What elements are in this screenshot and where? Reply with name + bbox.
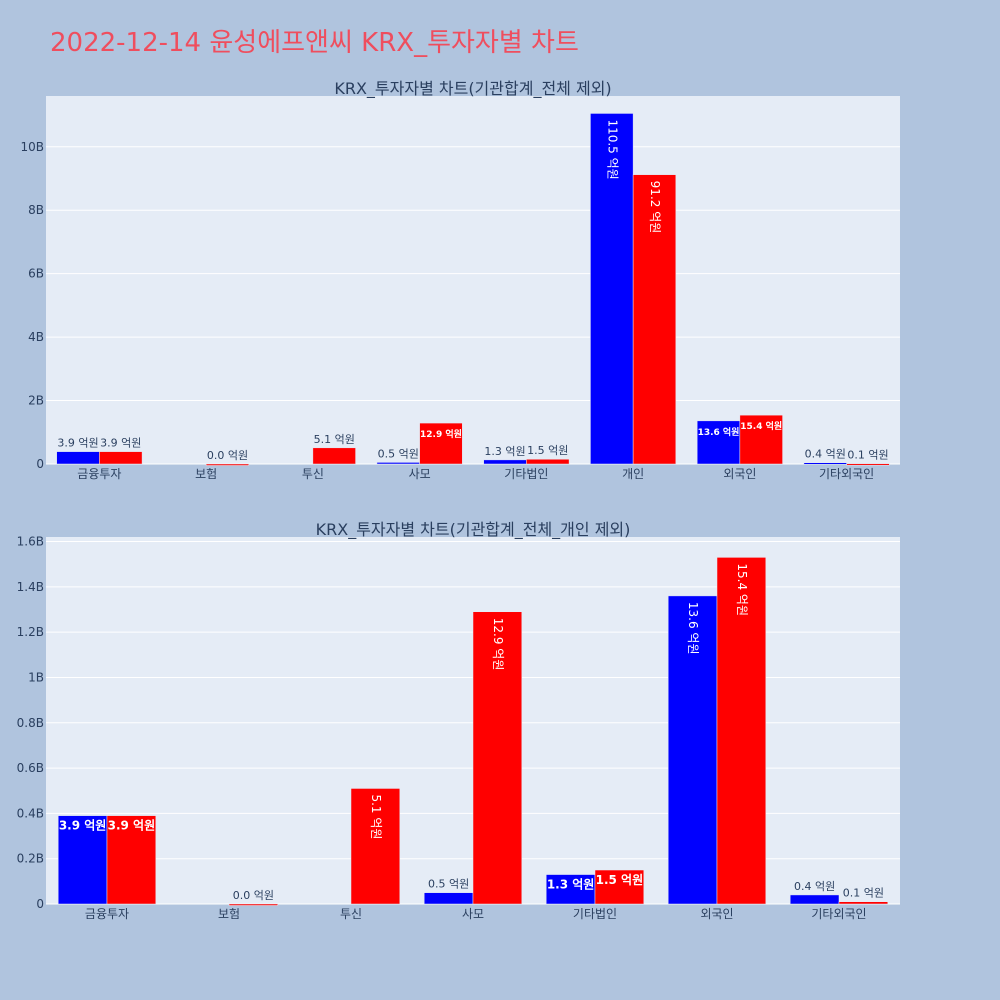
y-tick-label: 0.8B [17,716,44,730]
bar-red [350,788,401,905]
bar-red [99,451,143,465]
bar-red [205,463,250,466]
data-label: 3.9 억원 [100,437,141,450]
x-tick-label: 보험 [218,907,240,921]
bar-blue [789,894,840,905]
bar-red [739,414,783,465]
bar-red [632,174,677,465]
y-tick-label: 0.2B [17,852,44,866]
data-label: 5.1 억원 [369,794,383,839]
data-label: 12.9 억원 [420,428,462,440]
bar-blue [696,420,741,465]
x-tick-label: 금융투자 [77,467,121,481]
page-title: 2022-12-14 윤성에프앤씨 KRX_투자자별 차트 [50,28,579,58]
bar-blue [423,892,474,905]
y-tick-label: 10B [20,140,44,154]
bar-red [228,903,279,906]
data-label: 0.0 억원 [207,449,248,462]
data-label: 0.4 억원 [805,448,846,461]
x-tick-label: 투신 [302,467,324,481]
data-label: 13.6 억원 [686,602,700,655]
data-label: 0.1 억원 [843,887,884,900]
data-label: 1.5 억원 [596,873,644,887]
y-tick-label: 1.4B [17,580,44,594]
x-tick-label: 금융투자 [85,907,129,921]
data-label: 3.9 억원 [57,437,98,450]
bar-red [472,611,523,905]
bar-blue [483,459,527,465]
data-label: 110.5 억원 [605,119,619,179]
subplot-title: KRX_투자자별 차트(기관합계_전체 제외) [334,79,611,99]
data-label: 3.9 억원 [59,819,107,833]
x-tick-label: 외국인 [700,907,733,921]
bar-blue [56,451,100,465]
data-label: 1.3 억원 [484,445,525,458]
x-tick-label: 기타외국인 [819,467,874,481]
bar-blue [667,595,718,905]
y-tick-label: 4B [28,330,44,344]
y-tick-label: 0 [36,457,44,471]
x-tick-label: 개인 [622,467,644,481]
bar-red [838,901,889,905]
data-label: 0.0 억원 [233,889,274,902]
data-label: 0.5 억원 [428,878,469,891]
x-tick-label: 기타법인 [504,467,548,481]
bar-blue [803,462,847,465]
data-label: 15.4 억원 [740,420,782,432]
plot-area-0 [46,96,900,464]
y-tick-label: 2B [28,394,44,408]
data-label: 91.2 억원 [648,181,662,234]
x-tick-label: 투신 [340,907,362,921]
y-tick-label: 1.2B [17,625,44,639]
y-tick-label: 0.6B [17,761,44,775]
bar-red [106,815,157,905]
data-label: 1.3 억원 [547,878,595,892]
data-label: 3.9 억원 [108,819,156,833]
bar-red [846,463,890,466]
y-tick-label: 1B [28,670,44,684]
data-label: 15.4 억원 [735,563,749,616]
data-label: 0.5 억원 [378,447,419,460]
x-tick-label: 기타외국인 [811,907,866,921]
bar-blue [545,874,596,905]
y-tick-label: 0 [36,897,44,911]
data-label: 0.4 억원 [794,880,835,893]
y-tick-label: 8B [28,203,44,217]
x-tick-label: 기타법인 [573,907,617,921]
x-tick-label: 사모 [462,907,484,921]
bar-red [419,422,463,465]
bar-red [526,458,570,465]
data-label: 13.6 억원 [698,426,740,438]
data-label: 1.5 억원 [527,444,568,457]
y-tick-label: 0.4B [17,806,44,820]
x-tick-label: 보험 [195,467,217,481]
subplot-title: KRX_투자자별 차트(기관합계_전체_개인 제외) [316,520,631,540]
bar-blue [590,113,634,465]
bar-blue [57,815,108,905]
data-label: 12.9 억원 [491,618,505,671]
bar-red [312,447,356,465]
y-tick-label: 6B [28,267,44,281]
x-tick-label: 외국인 [723,467,756,481]
x-tick-label: 사모 [409,467,431,481]
y-tick-label: 1.6B [17,535,44,549]
data-label: 5.1 억원 [314,433,355,446]
bar-red [594,869,645,905]
bar-blue [376,462,420,465]
bar-red [716,557,767,905]
data-label: 0.1 억원 [847,449,888,462]
